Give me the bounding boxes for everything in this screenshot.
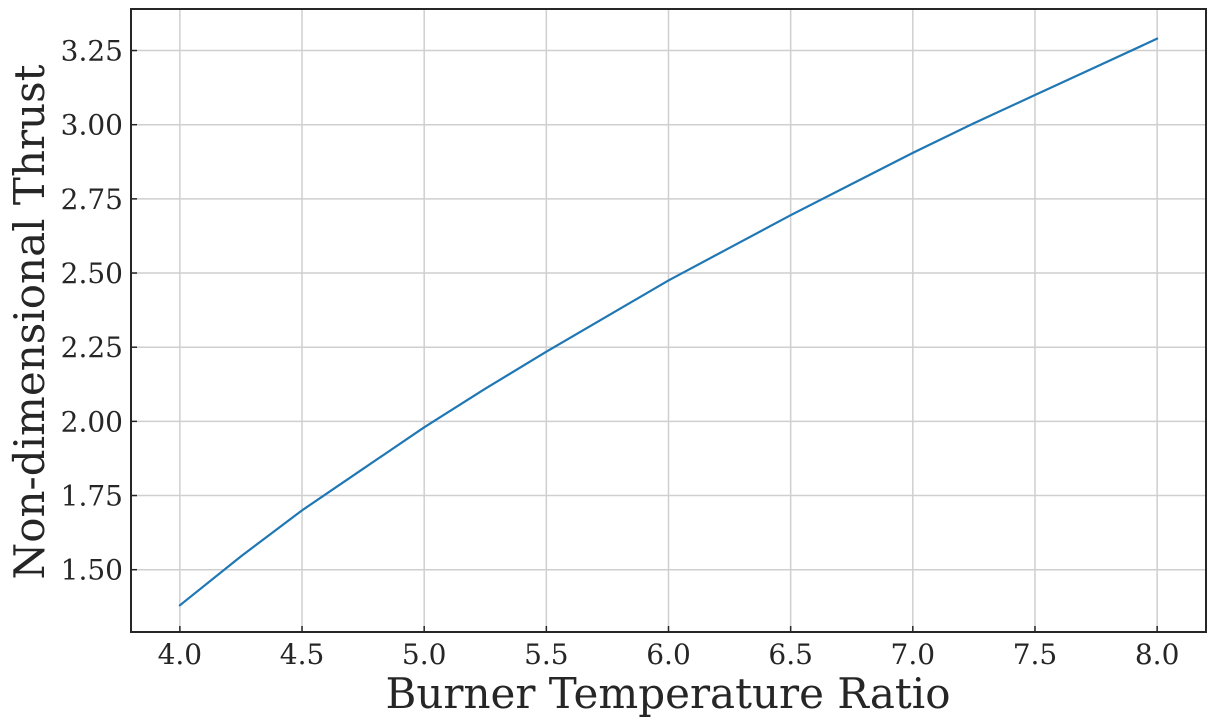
x-tick-label: 5.5 bbox=[524, 638, 569, 671]
y-axis-label: Non-dimensional Thrust bbox=[5, 64, 54, 579]
series-line bbox=[178, 37, 1159, 607]
x-tick-label: 6.5 bbox=[768, 638, 813, 671]
y-tick-label: 3.00 bbox=[61, 109, 123, 142]
y-tick-label: 3.25 bbox=[61, 35, 123, 68]
y-tick-label: 2.00 bbox=[61, 405, 123, 438]
y-tick-label: 1.75 bbox=[61, 480, 123, 513]
y-tick-label: 2.25 bbox=[61, 331, 123, 364]
y-tick-labels: 1.50 1.75 2.00 2.25 2.50 2.75 3.00 3.25 bbox=[61, 35, 123, 587]
x-tick-labels: 4.0 4.5 5.0 5.5 6.0 6.5 7.0 7.5 8.0 bbox=[158, 638, 1180, 671]
x-tick-label: 4.0 bbox=[158, 638, 203, 671]
tick-marks bbox=[131, 49, 1158, 632]
x-axis-label: Burner Temperature Ratio bbox=[385, 669, 950, 718]
x-tick-label: 4.5 bbox=[280, 638, 325, 671]
x-tick-label: 7.5 bbox=[1013, 638, 1058, 671]
plot-frame bbox=[130, 8, 1207, 633]
y-tick-label: 1.50 bbox=[61, 554, 123, 587]
y-tick-label: 2.50 bbox=[61, 257, 123, 290]
x-tick-label: 6.0 bbox=[646, 638, 691, 671]
x-tick-label: 5.0 bbox=[402, 638, 447, 671]
y-tick-label: 2.75 bbox=[61, 183, 123, 216]
x-tick-label: 8.0 bbox=[1135, 638, 1180, 671]
series-layer bbox=[178, 37, 1159, 607]
grid bbox=[131, 9, 1206, 632]
x-tick-label: 7.0 bbox=[891, 638, 936, 671]
